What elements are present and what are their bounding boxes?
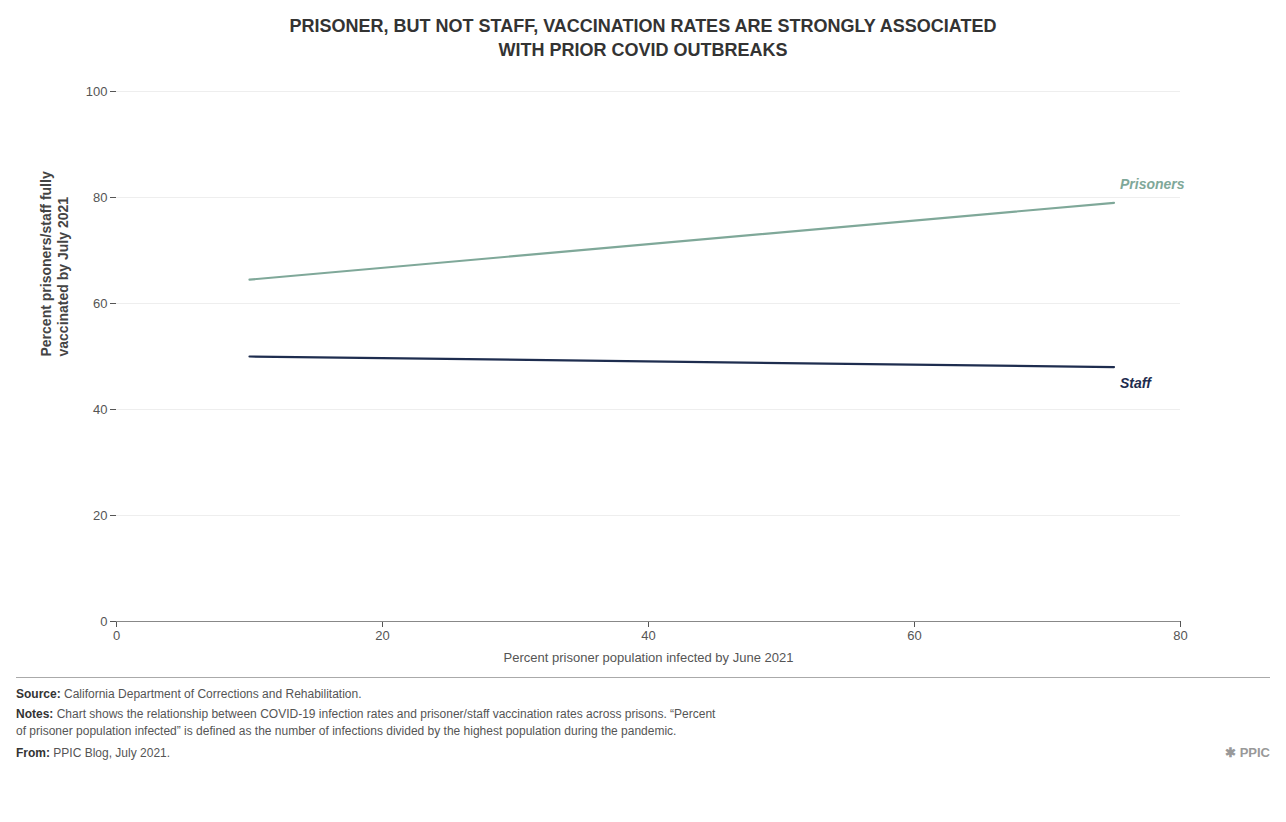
- svg-text:0: 0: [113, 627, 120, 642]
- svg-text:60: 60: [907, 627, 921, 642]
- svg-text:Prisoners: Prisoners: [1120, 176, 1185, 192]
- svg-text:Staff: Staff: [1120, 374, 1152, 390]
- svg-text:0: 0: [100, 613, 107, 628]
- html-text:Notes: Chart shows the relatio: Notes: Chart shows the relationship betw…: [16, 707, 716, 739]
- html-text:Source: California Department: Source: California Department of Correct…: [16, 686, 362, 701]
- svg-text:Percent prisoner population in: Percent prisoner population infected by …: [504, 649, 794, 664]
- html-text:✱ PPIC: ✱ PPIC: [1225, 745, 1270, 760]
- svg-text:40: 40: [93, 401, 107, 416]
- svg-text:Percent prisoners/staff fullyv: Percent prisoners/staff fullyvaccinated …: [38, 171, 71, 356]
- svg-text:20: 20: [375, 627, 389, 642]
- svg-text:80: 80: [1173, 627, 1187, 642]
- html-text:From: PPIC Blog, July 2021.: From: PPIC Blog, July 2021.: [16, 746, 171, 760]
- svg-text:100: 100: [86, 83, 108, 98]
- html-text:PRISONER, BUT NOT STAFF, VACCI: PRISONER, BUT NOT STAFF, VACCINATION RAT…: [289, 16, 997, 61]
- svg-text:80: 80: [93, 189, 107, 204]
- svg-text:20: 20: [93, 507, 107, 522]
- svg-text:60: 60: [93, 295, 107, 310]
- svg-text:40: 40: [641, 627, 655, 642]
